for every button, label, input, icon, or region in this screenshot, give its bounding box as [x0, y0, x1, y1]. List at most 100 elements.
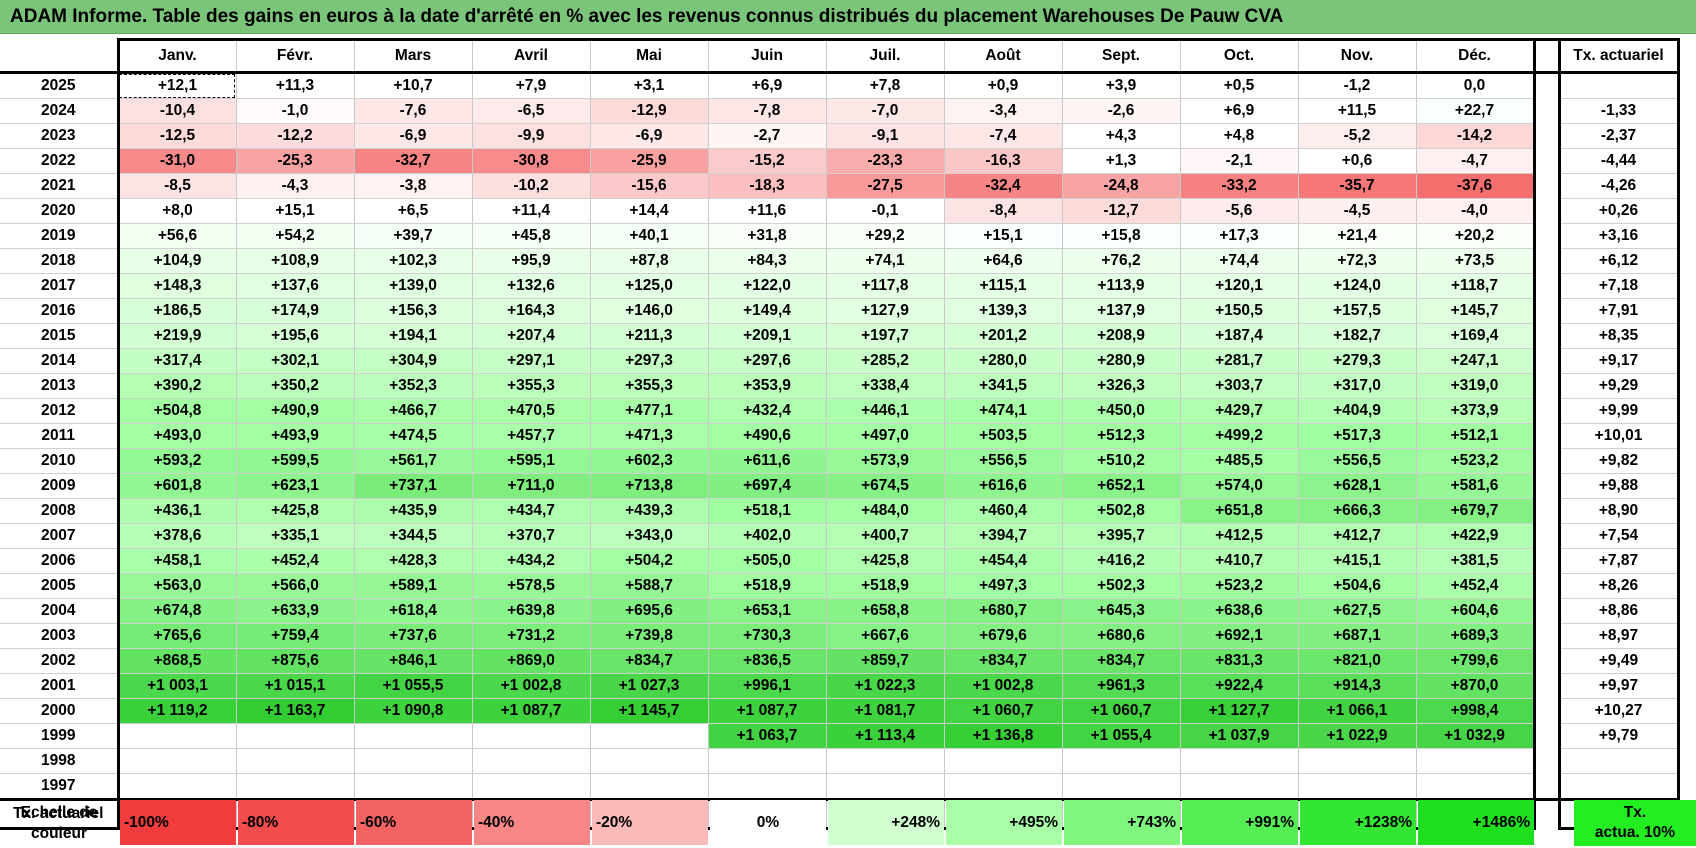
gain-cell: +566,0	[236, 573, 355, 599]
table-row: 1998	[0, 748, 1680, 774]
gain-cell: +425,8	[236, 498, 355, 524]
gain-cell: +182,7	[1298, 323, 1417, 349]
gain-cell: +556,5	[1298, 448, 1417, 474]
gain-cell: +17,3	[1180, 223, 1299, 249]
gain-cell: +503,5	[944, 423, 1063, 449]
gain-cell: +485,5	[1180, 448, 1299, 474]
gain-cell: +87,8	[590, 248, 709, 274]
gain-cell: +54,2	[236, 223, 355, 249]
gain-cell	[590, 723, 709, 749]
gain-cell: +870,0	[1416, 673, 1536, 699]
month-header: Janv.	[118, 38, 237, 74]
tx-actuariel-cell: -2,37	[1557, 123, 1680, 149]
gain-cell: +317,0	[1298, 373, 1417, 399]
color-scale-swatch: +1486%	[1418, 800, 1534, 845]
gain-cell: +563,0	[118, 573, 237, 599]
gain-cell: +280,0	[944, 348, 1063, 374]
table-row: 2012 +504,8 +490,9 +466,7 +470,5 +477,1 +432,4…	[0, 398, 1680, 424]
gain-cell: +454,4	[944, 548, 1063, 574]
gain-cell: +211,3	[590, 323, 709, 349]
gain-cell	[472, 773, 591, 801]
gain-cell: +914,3	[1298, 673, 1417, 699]
column-gap	[1534, 148, 1559, 174]
gain-cell: -37,6	[1416, 173, 1536, 199]
gain-cell: +11,6	[708, 198, 827, 224]
gain-cell: +207,4	[472, 323, 591, 349]
gain-cell: +627,5	[1298, 598, 1417, 624]
gain-cell: +15,8	[1062, 223, 1181, 249]
tx-actuariel-cell: -1,33	[1557, 98, 1680, 124]
gain-cell: +412,5	[1180, 523, 1299, 549]
gain-cell: +297,1	[472, 348, 591, 374]
gain-cell: +39,7	[354, 223, 473, 249]
gain-cell: +302,1	[236, 348, 355, 374]
gain-cell: +0,5	[1180, 72, 1299, 99]
gain-cell: +124,0	[1298, 273, 1417, 299]
year-label: 1997	[0, 773, 120, 801]
gain-cell: +652,1	[1062, 473, 1181, 499]
gain-cell: +477,1	[590, 398, 709, 424]
gain-cell	[1416, 748, 1536, 774]
gain-cell: +319,0	[1416, 373, 1536, 399]
table-row: 1997	[0, 773, 1680, 801]
column-gap	[1534, 373, 1559, 399]
gain-cell: +1 063,7	[708, 723, 827, 749]
gain-cell: +759,4	[236, 623, 355, 649]
gain-cell: +859,7	[826, 648, 945, 674]
gain-cell: +353,9	[708, 373, 827, 399]
gain-cell: +338,4	[826, 373, 945, 399]
tx-actuariel-cell: +9,88	[1557, 473, 1680, 499]
gain-cell: +730,3	[708, 623, 827, 649]
color-scale-swatch: -80%	[238, 800, 354, 845]
year-label: 2019	[0, 223, 120, 249]
gain-cell: +127,9	[826, 298, 945, 324]
gain-cell: +350,2	[236, 373, 355, 399]
gain-cell: +692,1	[1180, 623, 1299, 649]
gain-cell: +573,9	[826, 448, 945, 474]
tx-actuariel-cell: +9,49	[1557, 648, 1680, 674]
gain-cell: +341,5	[944, 373, 1063, 399]
month-header: Sept.	[1062, 38, 1181, 74]
month-header: Août	[944, 38, 1063, 74]
gain-cell: +343,0	[590, 523, 709, 549]
gain-cell: -14,2	[1416, 123, 1536, 149]
gain-cell: -35,7	[1298, 173, 1417, 199]
gain-cell: +765,6	[118, 623, 237, 649]
gain-cell: +113,9	[1062, 273, 1181, 299]
gain-cell	[354, 748, 473, 774]
gain-cell: -3,4	[944, 98, 1063, 124]
gain-cell: +0,9	[944, 72, 1063, 99]
color-scale-swatch: +991%	[1182, 800, 1298, 845]
gain-cell: +115,1	[944, 273, 1063, 299]
gain-cell: +695,6	[590, 598, 709, 624]
gain-cell: +1 015,1	[236, 673, 355, 699]
column-gap	[1534, 623, 1559, 649]
gain-cell: +466,7	[354, 398, 473, 424]
gain-cell: +303,7	[1180, 373, 1299, 399]
gain-cell	[118, 773, 237, 801]
gain-cell: +452,4	[1416, 573, 1536, 599]
gain-cell: +326,3	[1062, 373, 1181, 399]
gain-cell: +435,9	[354, 498, 473, 524]
gain-cell: +961,3	[1062, 673, 1181, 699]
gain-cell: +711,0	[472, 473, 591, 499]
gain-cell: -10,2	[472, 173, 591, 199]
table-row: 2004 +674,8 +633,9 +618,4 +639,8 +695,6 +653,1…	[0, 598, 1680, 624]
gain-cell: +6,9	[708, 72, 827, 99]
column-gap	[1534, 673, 1559, 699]
gain-cell: +29,2	[826, 223, 945, 249]
column-gap	[1534, 598, 1559, 624]
gain-cell: +731,2	[472, 623, 591, 649]
gain-cell: +104,9	[118, 248, 237, 274]
year-label: 2012	[0, 398, 120, 424]
gain-cell: +45,8	[472, 223, 591, 249]
gain-cell: +499,2	[1180, 423, 1299, 449]
month-header: Avril	[472, 38, 591, 74]
gain-cell: -6,5	[472, 98, 591, 124]
gain-cell: +875,6	[236, 648, 355, 674]
gain-cell: +149,4	[708, 298, 827, 324]
year-label: 2000	[0, 698, 120, 724]
gain-cell: +137,9	[1062, 298, 1181, 324]
gain-cell: +187,4	[1180, 323, 1299, 349]
gain-cell: +1 022,3	[826, 673, 945, 699]
